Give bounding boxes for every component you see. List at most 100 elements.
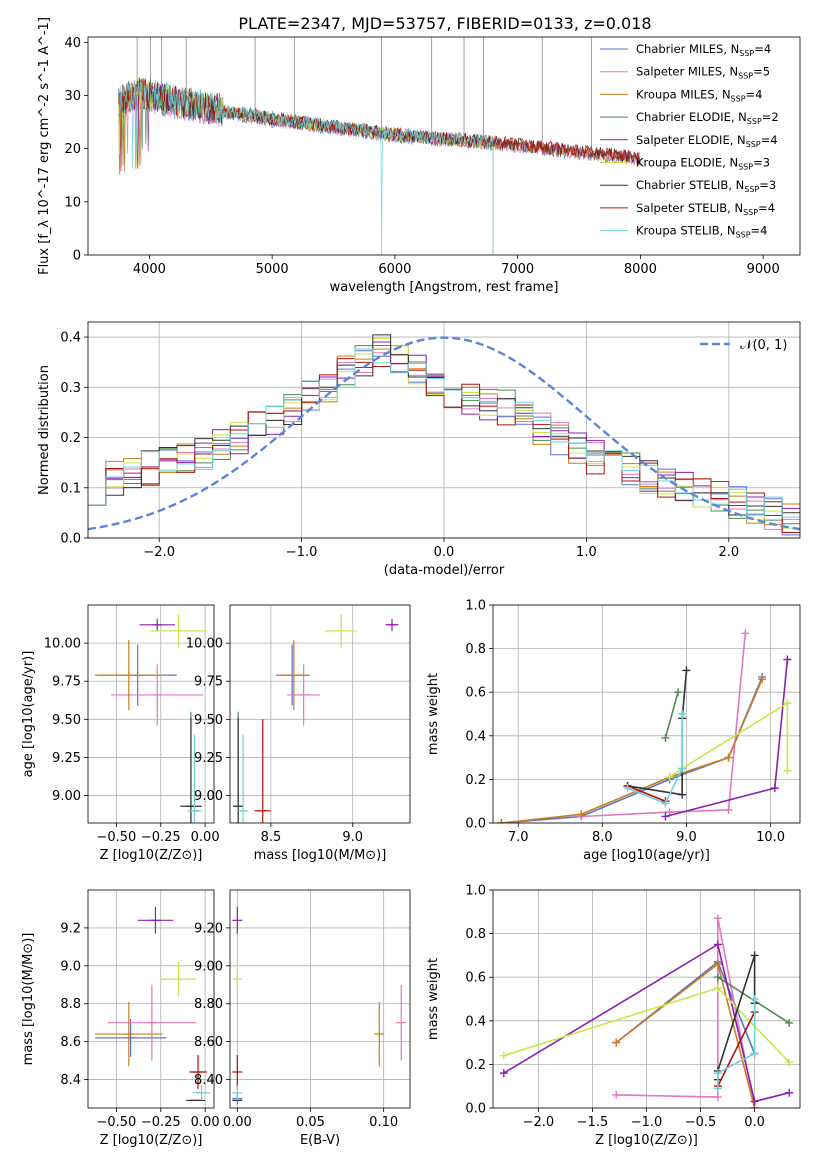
- plus-marker: [499, 1051, 508, 1060]
- errorbar-point: [95, 1001, 163, 1067]
- x-tick-label: −0.25: [141, 830, 181, 845]
- errorbar-point: [277, 640, 311, 711]
- plus-marker: [713, 960, 722, 969]
- spectrum-panel: 4000 5000 6000 7000 8000 9000 0 10 20 30 40 wavelen…: [37, 17, 801, 295]
- plus-marker: [785, 1088, 794, 1097]
- spectrum-model-line: [118, 80, 494, 255]
- plus-marker: [661, 812, 670, 821]
- y-tick-label: 0.3: [60, 381, 81, 396]
- x-axis-label: E(B-V): [300, 1133, 340, 1148]
- plus-marker: [750, 995, 759, 1003]
- x-tick-label: −0.50: [96, 830, 136, 845]
- y-tick-label: 8.80: [194, 997, 223, 1012]
- legend-count: =3: [753, 156, 770, 170]
- x-tick-label: 9000: [747, 262, 780, 277]
- mass-weight-series: [717, 976, 790, 1024]
- legend-entry: Salpeter MILES, NSSP=5: [636, 65, 770, 81]
- x-tick-label: 0.0: [434, 545, 455, 560]
- plus-marker: [750, 1097, 759, 1106]
- plus-marker: [497, 819, 506, 823]
- y-tick-label: 8.40: [194, 1073, 223, 1088]
- y-tick-label: 0.2: [465, 773, 486, 788]
- y-tick-label: 30: [64, 89, 81, 104]
- legend-entry: Chabrier STELIB, NSSP=3: [636, 178, 776, 194]
- errorbar-point: [192, 1085, 211, 1101]
- errorbar-point: [187, 734, 202, 823]
- x-tick-label: 8000: [624, 262, 657, 277]
- y-tick-label: 1.0: [465, 884, 486, 899]
- errorbar-point: [150, 614, 207, 648]
- plus-marker: [612, 1090, 621, 1099]
- y-tick-label: 0.4: [465, 729, 486, 744]
- y-axis-label: mass [log10(M/M⊙)]: [21, 933, 36, 1066]
- plus-marker: [750, 951, 759, 960]
- x-tick-label: 8.0: [592, 830, 613, 845]
- errorbar-point: [254, 719, 271, 823]
- x-tick-label: 9.0: [676, 830, 697, 845]
- y-tick-label: 9.25: [52, 751, 81, 766]
- x-tick-label: −1.5: [577, 1115, 609, 1130]
- x-tick-label: −0.5: [685, 1115, 717, 1130]
- y-tick-label: 9.00: [194, 959, 223, 974]
- figure-title: PLATE=2347, MJD=53757, FIBERID=0133, z=0…: [238, 14, 651, 33]
- y-axis-label: Flux [f_λ 10^-17 erg cm^-2 s^-1 A^-1]: [37, 17, 52, 275]
- grid-lines: [493, 604, 800, 824]
- errorbar-point: [232, 1054, 243, 1090]
- legend-entry: Salpeter ELODIE, NSSP=4: [636, 133, 778, 149]
- y-tick-label: 8.8: [60, 997, 81, 1012]
- x-axis-label: age [log10(age/yr)]: [583, 848, 710, 863]
- legend-entry: Kroupa STELIB, NSSP=4: [636, 224, 767, 240]
- mass-weight-series: [717, 999, 756, 1089]
- y-tick-label: 9.75: [52, 675, 81, 690]
- plot-area: [88, 334, 800, 536]
- legend-count: =4: [754, 42, 771, 56]
- y-axis-label: mass weight: [426, 958, 441, 1040]
- legend-subscript: SSP: [738, 163, 753, 172]
- plus-marker: [783, 766, 792, 775]
- mass-vs-ebv-panel: 0.00 0.05 0.10 8.40 8.60 8.80 9.00 9.20 E(B-V): [194, 889, 411, 1148]
- plus-marker: [783, 699, 792, 708]
- errorbar-point: [95, 1018, 167, 1057]
- y-axis-label: age [log10(age/yr)]: [21, 651, 36, 778]
- plus-marker: [499, 1069, 508, 1078]
- errorbar-point: [189, 1054, 207, 1090]
- plus-marker: [678, 710, 687, 718]
- x-tick-label: 1.0: [576, 545, 597, 560]
- mass-weight-series: [615, 962, 756, 1108]
- y-tick-label: 9.25: [194, 751, 223, 766]
- legend-entry: Chabrier MILES, NSSP=4: [636, 42, 771, 58]
- mass-weight-series: [665, 659, 789, 818]
- y-tick-label: 10.00: [44, 637, 81, 652]
- y-tick-label: 9.00: [194, 789, 223, 804]
- y-tick-label: 9.50: [194, 713, 223, 728]
- x-tick-label: 0.00: [223, 1115, 252, 1130]
- errorbar-point: [233, 717, 244, 823]
- plus-marker: [713, 973, 722, 982]
- mass-weight-vs-Z-panel: −2.0 −1.5 −1.0 −0.5 0.0 0.0 0.2 0.4 0.6 0.8 1.0 Z […: [426, 884, 801, 1148]
- y-tick-label: 0.2: [465, 1058, 486, 1073]
- legend-subscript: SSP: [747, 117, 762, 126]
- y-axis-label: Normed distribution: [37, 365, 52, 495]
- plot-area: [232, 907, 407, 1105]
- y-tick-label: 9.20: [194, 921, 223, 936]
- x-tick-label: 5000: [256, 262, 289, 277]
- plus-marker: [758, 675, 767, 684]
- legend-entry: Kroupa ELODIE, NSSP=3: [636, 156, 770, 172]
- plus-marker: [713, 1084, 722, 1093]
- x-tick-label: −2.0: [523, 1115, 555, 1130]
- spectrum-model-line: [118, 78, 641, 165]
- plus-marker: [678, 790, 687, 799]
- errorbar-point: [137, 907, 174, 934]
- legend-count: =4: [751, 224, 768, 238]
- legend-count: =4: [761, 133, 778, 147]
- residual-histogram: [88, 348, 800, 518]
- y-tick-label: 9.2: [60, 921, 81, 936]
- x-tick-label: 0.05: [296, 1115, 325, 1130]
- plot-area: [499, 914, 794, 1108]
- x-tick-label: 2.0: [718, 545, 739, 560]
- legend-subscript: SSP: [743, 208, 758, 217]
- plus-marker: [741, 629, 750, 638]
- plus-marker: [682, 666, 691, 675]
- x-axis-label: Z [log10(Z/Z⊙)]: [595, 1133, 698, 1148]
